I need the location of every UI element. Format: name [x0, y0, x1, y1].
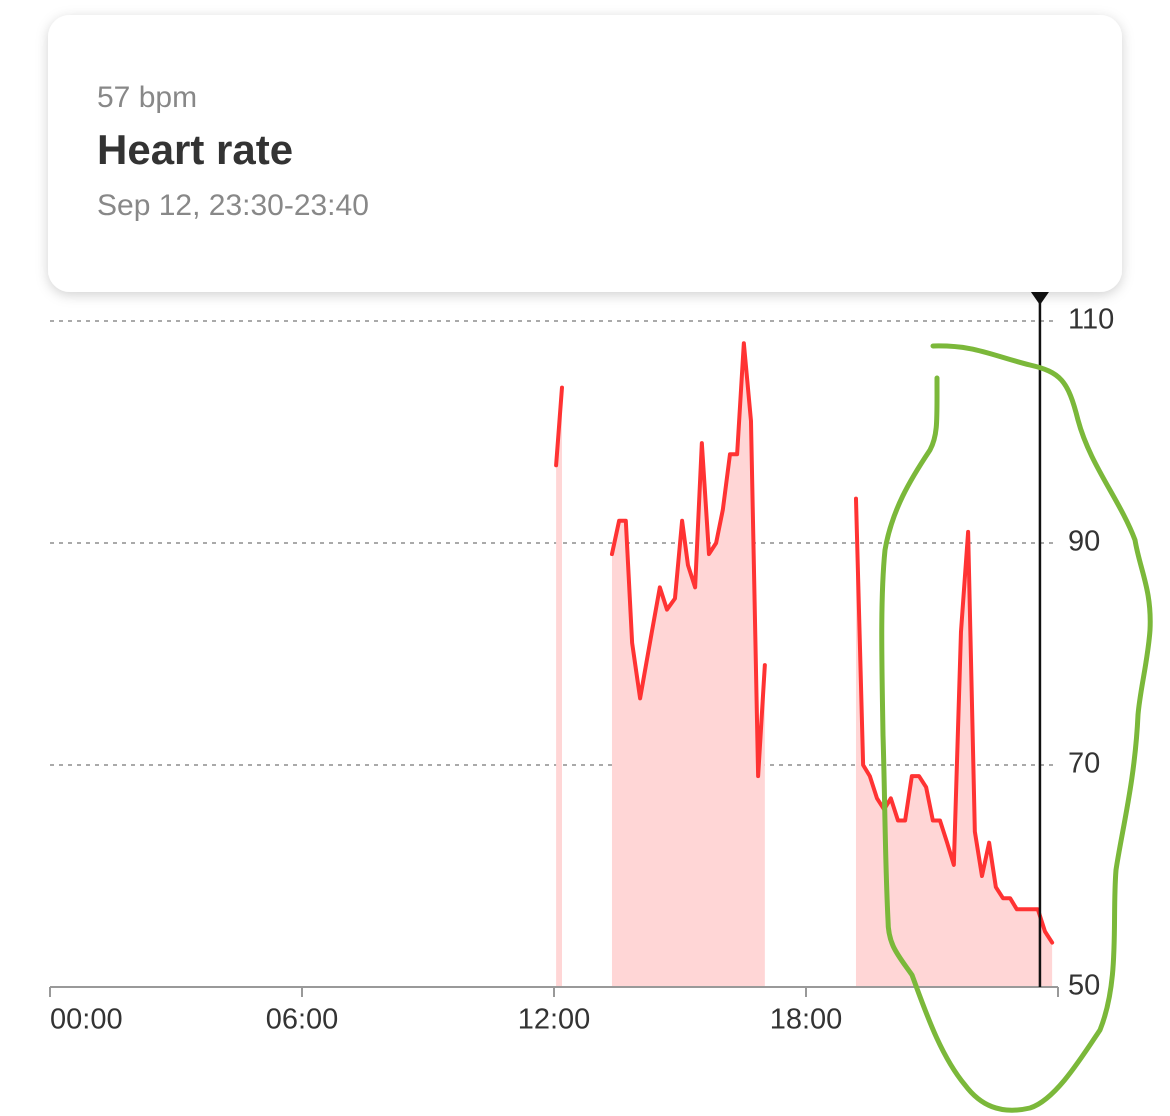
line: [554, 341, 1055, 945]
area-fill: [556, 387, 562, 988]
tooltip-title: Heart rate: [97, 126, 293, 173]
y-tick-label: 70: [1068, 748, 1100, 780]
area-fill: [855, 498, 1053, 987]
card: [48, 15, 1122, 292]
y-tick-label: 90: [1068, 526, 1100, 558]
tooltip-card: 57 bpm Heart rate Sep 12, 23:30-23:40: [48, 15, 1122, 292]
tooltip-time: Sep 12, 23:30-23:40: [97, 189, 369, 222]
y-tick-label: 50: [1068, 970, 1100, 1002]
area-fill: [611, 343, 765, 987]
x-tick-label: 12:00: [518, 1004, 591, 1036]
annotation-circle: [879, 343, 1153, 1113]
cursor-marker: [1030, 292, 1049, 305]
tooltip-value: 57 bpm: [97, 81, 197, 114]
y-tick-label: 110: [1068, 304, 1114, 336]
plot-area: 50 70 90 110 00:00 06:00 12:00 18:00: [49, 292, 1114, 1036]
x-tick-label: 06:00: [266, 1004, 339, 1036]
x-tick-label: 18:00: [770, 1004, 843, 1036]
x-tick-label: 00:00: [50, 1004, 123, 1036]
